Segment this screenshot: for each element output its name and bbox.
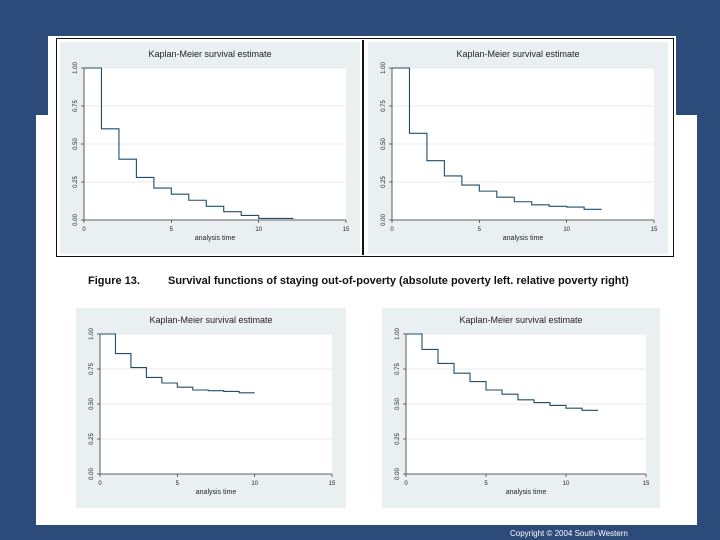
y-tick-label: 0.75 <box>395 363 401 375</box>
chart-title: Kaplan-Meier survival estimate <box>148 49 271 59</box>
y-tick-label: 0.25 <box>381 176 387 188</box>
x-tick-label: 5 <box>484 481 488 487</box>
y-tick-label: 0.50 <box>395 398 401 410</box>
y-tick-label: 0.00 <box>381 214 387 226</box>
y-tick-label: 0.75 <box>381 100 387 112</box>
chart-title: Kaplan-Meier survival estimate <box>459 315 582 325</box>
x-tick-label: 10 <box>251 481 258 487</box>
x-tick-label: 10 <box>563 227 570 233</box>
figure-caption: Figure 13. Survival functions of staying… <box>88 275 688 293</box>
x-tick-label: 0 <box>404 481 408 487</box>
chart-svg: 0.00 0.25 0.50 0.75 1.00 0 5 10 15 Kaplan-Meier s… <box>89 315 336 496</box>
y-tick-label: 0.25 <box>73 176 79 188</box>
y-tick-label: 0.00 <box>89 468 95 480</box>
y-tick-label: 0.50 <box>89 398 95 410</box>
y-tick-label: 0.25 <box>89 433 95 445</box>
y-tick-label: 0.25 <box>395 433 401 445</box>
x-axis-title: analysis time <box>195 235 236 242</box>
x-axis-title: analysis time <box>196 489 237 496</box>
y-tick-label: 0.75 <box>89 363 95 375</box>
x-tick-label: 15 <box>643 481 650 487</box>
km-chart-relative-bottom: 0.00 0.25 0.50 0.75 1.00 0 5 10 15 Kaplan-Meier s… <box>382 308 660 508</box>
x-tick-label: 0 <box>98 481 102 487</box>
y-tick-label: 1.00 <box>73 62 79 74</box>
y-tick-label: 0.00 <box>395 468 401 480</box>
chart-title: Kaplan-Meier survival estimate <box>149 315 272 325</box>
x-axis-title: analysis time <box>503 235 544 242</box>
km-chart-absolute-top: 0.00 0.25 0.50 0.75 1.00 0 5 10 15 Kaplan-Meier s… <box>60 42 360 254</box>
chart-svg: 0.00 0.25 0.50 0.75 1.00 0 5 10 15 Kaplan-Meier s… <box>381 49 658 242</box>
survival-step-line <box>406 333 598 411</box>
y-tick-label: 0.00 <box>73 214 79 226</box>
x-tick-label: 5 <box>170 227 174 233</box>
x-tick-label: 0 <box>390 227 394 233</box>
figure-divider <box>362 40 364 255</box>
survival-step-line <box>84 67 294 220</box>
survival-step-line <box>392 67 602 210</box>
x-tick-label: 0 <box>82 227 86 233</box>
x-axis-title: analysis time <box>506 489 547 496</box>
y-tick-label: 0.50 <box>73 138 79 150</box>
x-tick-label: 10 <box>255 227 262 233</box>
copyright-notice: Copyright © 2004 South-Western <box>510 529 628 538</box>
chart-svg: 0.00 0.25 0.50 0.75 1.00 0 5 10 15 Kaplan-Meier s… <box>73 49 350 242</box>
x-tick-label: 15 <box>329 481 336 487</box>
survival-step-line <box>100 333 255 394</box>
y-tick-label: 1.00 <box>381 62 387 74</box>
km-chart-relative-top: 0.00 0.25 0.50 0.75 1.00 0 5 10 15 Kaplan-Meier s… <box>368 42 668 254</box>
x-tick-label: 10 <box>563 481 570 487</box>
km-chart-absolute-bottom: 0.00 0.25 0.50 0.75 1.00 0 5 10 15 Kaplan-Meier s… <box>76 308 346 508</box>
y-tick-label: 1.00 <box>395 328 401 340</box>
y-tick-label: 0.75 <box>73 100 79 112</box>
x-tick-label: 15 <box>651 227 658 233</box>
y-tick-label: 1.00 <box>89 328 95 340</box>
caption-text: Survival functions of staying out-of-pov… <box>168 275 629 287</box>
chart-title: Kaplan-Meier survival estimate <box>456 49 579 59</box>
x-tick-label: 5 <box>478 227 482 233</box>
x-tick-label: 5 <box>176 481 180 487</box>
chart-svg: 0.00 0.25 0.50 0.75 1.00 0 5 10 15 Kaplan-Meier s… <box>395 315 650 496</box>
caption-label: Figure 13. <box>88 275 140 287</box>
y-tick-label: 0.50 <box>381 138 387 150</box>
x-tick-label: 15 <box>343 227 350 233</box>
